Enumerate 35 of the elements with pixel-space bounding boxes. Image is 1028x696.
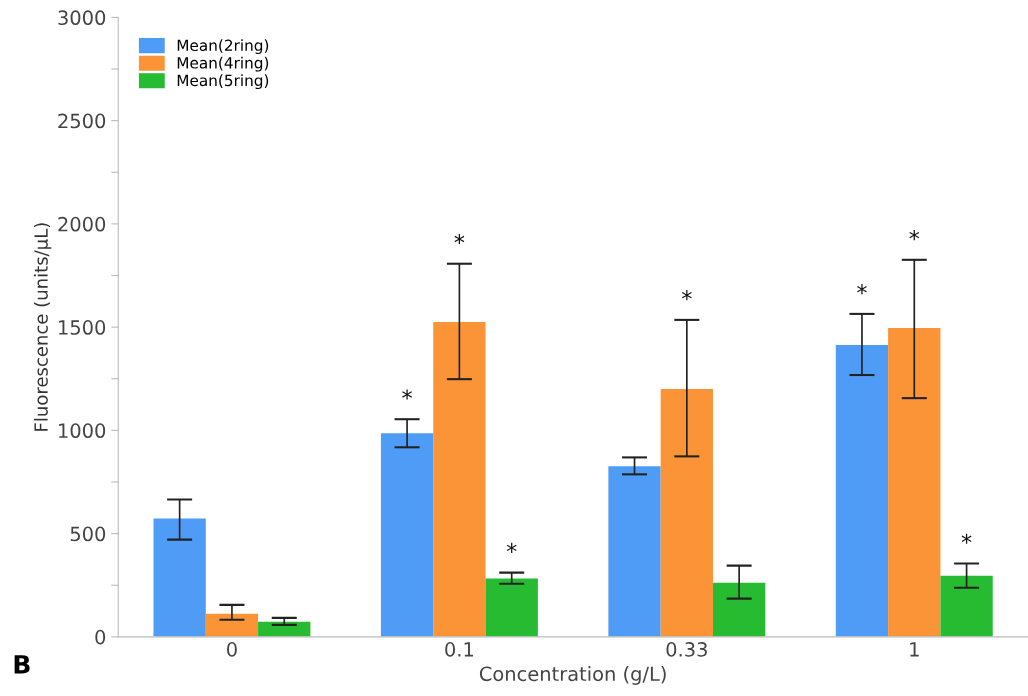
x-tick-label: 1 bbox=[910, 642, 919, 657]
legend-label: Mean(4ring) bbox=[177, 56, 269, 72]
bar bbox=[380, 433, 434, 637]
y-tick-label: 1000 bbox=[59, 423, 106, 439]
x-tick-label: 0.33 bbox=[666, 642, 707, 657]
legend-label: Mean(5ring) bbox=[177, 74, 269, 90]
bar bbox=[608, 466, 661, 637]
annotation: * bbox=[681, 290, 692, 301]
x-tick-label: 0 bbox=[227, 642, 237, 657]
annotation: * bbox=[909, 230, 920, 241]
bar bbox=[660, 389, 713, 637]
y-tick-label: 2500 bbox=[58, 113, 106, 129]
y-tick-label: 1500 bbox=[59, 320, 106, 335]
bar bbox=[433, 321, 486, 637]
bar bbox=[153, 518, 206, 637]
annotation: * bbox=[454, 233, 465, 245]
data-label: * bbox=[961, 533, 972, 544]
bar bbox=[835, 345, 889, 637]
text: B bbox=[14, 655, 30, 674]
bar bbox=[205, 613, 259, 637]
bar bbox=[940, 575, 993, 637]
y-axis-title: Fluorescence (units/µL) bbox=[33, 223, 52, 431]
bar bbox=[485, 578, 538, 637]
x-tick-label: 0.1 bbox=[445, 642, 474, 657]
legend-label: Mean(2ring) bbox=[177, 39, 269, 55]
data-label: * bbox=[506, 542, 517, 553]
y-tick-label: 2000 bbox=[58, 216, 106, 232]
y-tick-label: 500 bbox=[70, 526, 106, 542]
data-label: * bbox=[857, 284, 867, 295]
y-tick-label: 0 bbox=[95, 629, 106, 645]
bar bbox=[712, 582, 766, 637]
y-tick-label: 3000 bbox=[58, 10, 106, 26]
x-axis-title: Concentration (g/L) bbox=[479, 666, 666, 685]
data-label: * bbox=[402, 389, 412, 400]
bar bbox=[888, 327, 941, 637]
